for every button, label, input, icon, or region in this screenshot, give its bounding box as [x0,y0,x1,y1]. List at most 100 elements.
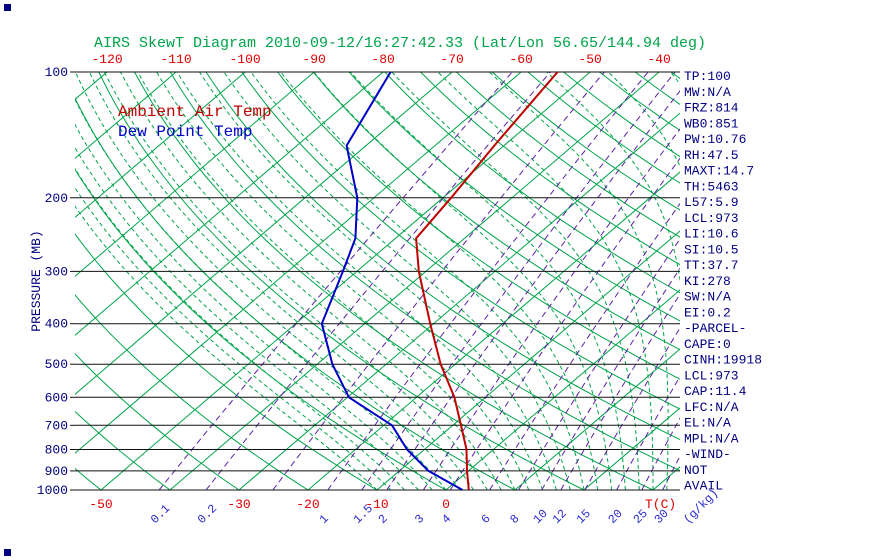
dry-adiabat-line [75,233,378,490]
dry-adiabat-line [98,72,585,490]
mixing-ratio-label: 20 [606,507,626,527]
mixing-ratio-line [386,90,680,490]
pressure-tick-label: 1000 [37,483,68,498]
moist-adiabat-line [199,72,557,490]
isotherm-line [75,72,384,336]
stats-line: LCL:973 [684,368,739,383]
pressure-tick-label: 600 [45,390,68,405]
stats-line: -WIND- [684,447,731,462]
mixing-ratio-line [272,72,605,490]
mixing-ratio-label: 4 [439,512,454,527]
dry-adiabat-line [75,353,240,490]
mixing-ratio-line [584,327,680,490]
stats-line: -PARCEL- [684,321,746,336]
moist-adiabat-line [88,72,475,490]
mixing-ratio-line [422,128,680,490]
mixing-ratio-line [158,72,513,490]
stats-line: MPL:N/A [684,431,739,446]
dry-adiabat-line [75,97,516,490]
dry-adiabat-line [75,410,171,490]
pressure-tick-label: 500 [45,357,68,372]
dewpoint-curve [320,72,464,490]
stats-line: LI:10.6 [684,227,739,242]
pressure-tick-label: 200 [45,191,68,206]
dry-adiabat-line [456,72,680,238]
bottom-temp-tick-label: -10 [365,497,388,512]
bottom-temp-tick-label: -50 [89,497,112,512]
mixing-ratio-label: 1 [317,512,332,527]
top-temp-tick-label: -110 [160,52,191,67]
stats-line: MAXT:14.7 [684,164,754,179]
moist-adiabat-line [250,72,585,490]
mixing-ratio-label: 2 [376,512,391,527]
mixing-ratio-label: 10 [531,507,551,527]
sounding-curves-layer [320,72,559,490]
pressure-tick-label: 100 [45,65,68,80]
bottom-temp-tick-label: 0 [442,497,450,512]
moist-adiabat-line [75,146,419,490]
mixing-ratio-label: 0.1 [148,502,173,527]
isotherm-line [376,230,680,490]
stats-line: SI:10.5 [684,242,739,257]
moist-adiabat-line [75,167,405,490]
isotherm-line [445,289,680,490]
isotherm-line [75,72,315,277]
stats-line: EI:0.2 [684,305,731,320]
moist-adiabat-line [223,72,571,490]
pressure-tick-label: 800 [45,443,68,458]
mixing-ratio-line [541,267,680,490]
mixing-ratio-line [449,157,680,490]
moist-adiabat-line [75,187,392,490]
mixing-ratio-line [361,72,676,490]
stats-line: EL:N/A [684,416,731,431]
mixing-ratio-label: 8 [507,512,522,527]
stats-line: NOT [684,463,708,478]
stats-line: LCL:973 [684,211,739,226]
dry-adiabat-line [384,72,680,294]
moist-adiabat-line [75,72,461,490]
dry-adiabat-line [277,72,680,380]
moist-adiabat-line [75,123,433,490]
stats-line: CINH:19918 [684,353,762,368]
top-temp-tick-label: -120 [91,52,122,67]
moist-adiabat-line [437,72,654,490]
bottom-temp-tick-label: -30 [227,497,250,512]
dry-adiabat-line [75,168,447,490]
grid-layer [75,72,680,490]
mixing-ratio-line [205,72,551,490]
dry-adiabat-line [134,72,654,490]
chart-title: AIRS SkewT Diagram 2010-09-12/16:27:42.3… [94,35,706,52]
moist-adiabat-line [280,72,599,490]
mixing-ratio-line [641,417,680,490]
pressure-tick-label: 900 [45,464,68,479]
top-temp-tick-label: -90 [302,52,325,67]
moist-adiabat-line [350,72,626,490]
dry-adiabat-line [420,72,680,266]
moist-adiabat-line [103,72,488,490]
stats-line: L57:5.9 [684,195,739,210]
mixing-ratio-label: 3 [412,512,427,527]
stats-line: KI:278 [684,274,731,289]
stats-line: WB0:851 [684,116,739,131]
isotherm-line [583,407,680,490]
pressure-tick-label: 400 [45,317,68,332]
mixing-ratio-line [489,202,680,490]
moist-adiabat-line [75,205,378,490]
moist-adiabat-line [137,72,516,490]
stats-line: CAPE:0 [684,337,731,352]
isotherm-line [514,348,680,490]
moist-adiabat-line [156,72,530,490]
stats-line: TP:100 [684,69,731,84]
stats-line: FRZ:814 [684,101,739,116]
stats-line: AVAIL [684,479,723,494]
moist-adiabat-line [391,72,640,490]
mixing-ratio-label: 12 [550,507,570,527]
stats-line: LFC:N/A [684,400,739,415]
moist-adiabat-line [489,72,669,490]
dry-adiabat-line [205,72,680,441]
mixing-ratio-label: 6 [479,512,494,527]
isotherm-line [75,72,522,454]
isotherm-line [75,72,453,395]
stats-line: RH:47.5 [684,148,739,163]
dry-adiabat-line [634,72,680,105]
